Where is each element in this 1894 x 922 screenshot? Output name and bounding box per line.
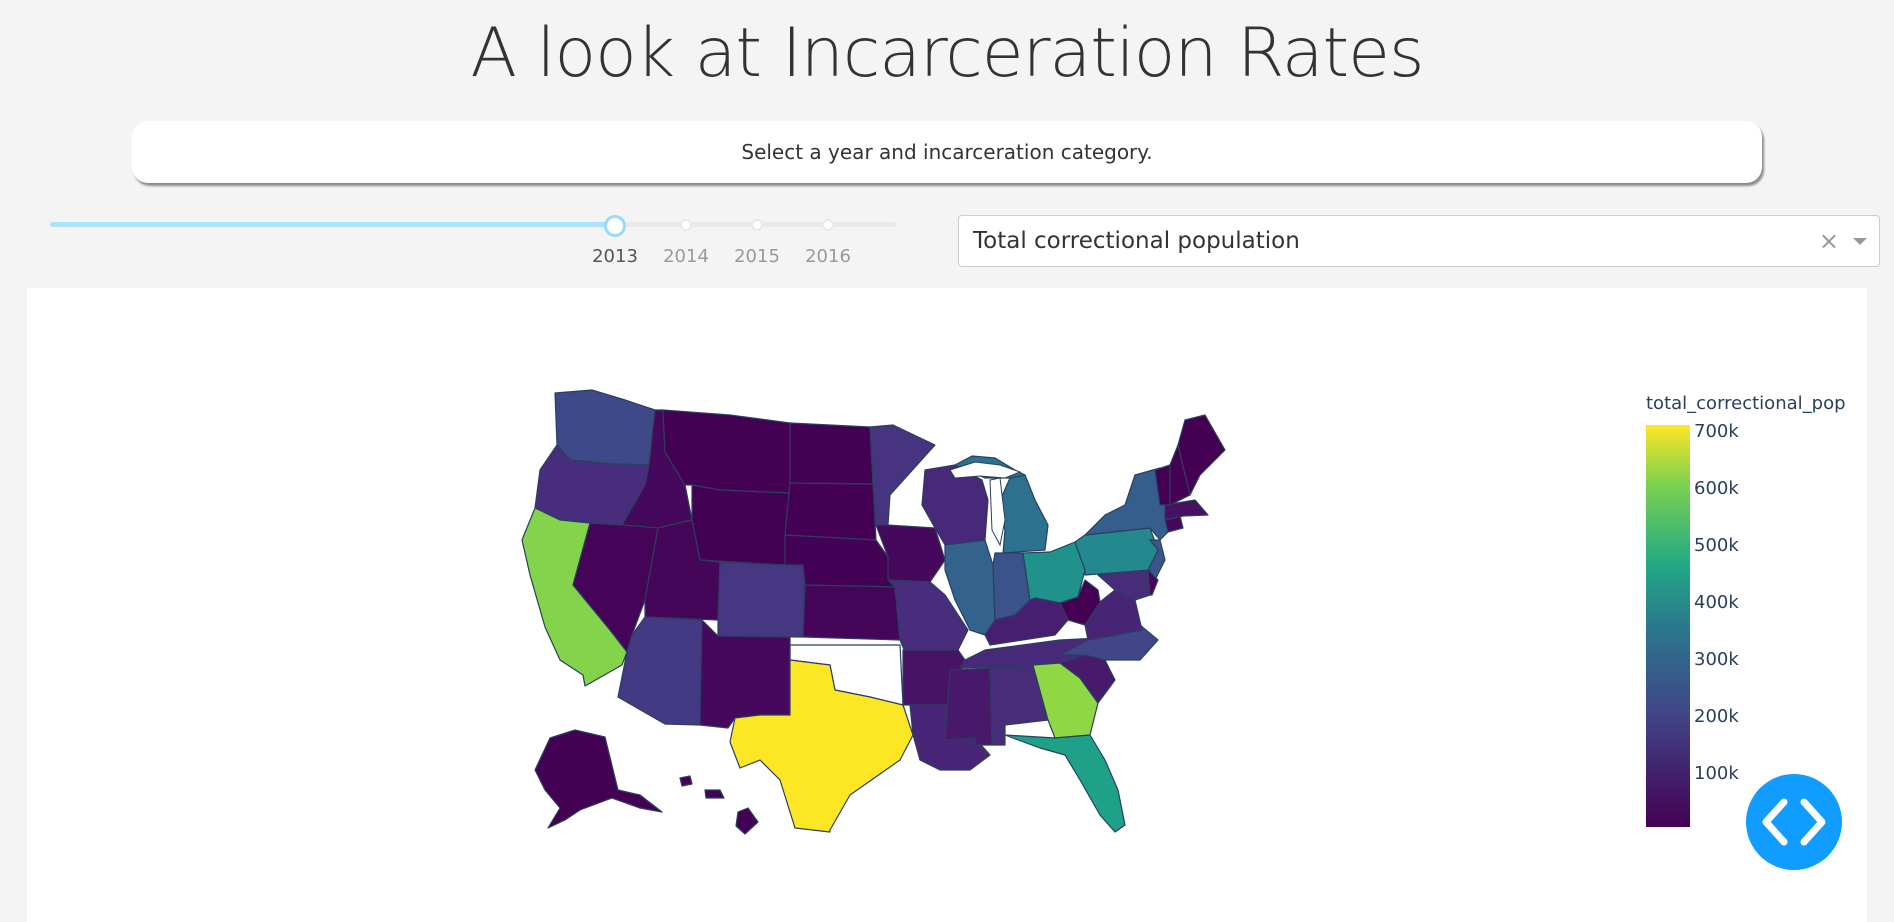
colorbar-tick: 700k — [1694, 421, 1739, 442]
slider-mark-2014[interactable]: 2014 — [663, 246, 709, 267]
slider-mark-2016[interactable]: 2016 — [805, 246, 851, 267]
state-hawaii-islands[interactable] — [704, 789, 725, 799]
chevron-down-icon[interactable] — [1853, 238, 1867, 245]
slider-track[interactable] — [50, 222, 614, 227]
code-icon — [1762, 798, 1826, 846]
slider-mark-2015[interactable]: 2015 — [734, 246, 780, 267]
state-florida[interactable] — [1004, 734, 1126, 833]
state-massachusetts[interactable] — [1164, 499, 1209, 521]
colorbar-tick: 500k — [1694, 535, 1739, 556]
lake-superior — [949, 461, 1022, 479]
slider-mark-2013[interactable]: 2013 — [592, 246, 638, 267]
debug-menu-button[interactable] — [1746, 774, 1842, 870]
state-hawaii-islands[interactable] — [679, 775, 693, 787]
page-title: A look at Incarceration Rates — [470, 14, 1425, 93]
state-alaska[interactable] — [534, 729, 663, 829]
dropdown-value: Total correctional population — [973, 228, 1300, 254]
state-hawaii[interactable] — [735, 807, 759, 835]
colorbar-tick: 100k — [1694, 763, 1739, 784]
state-colorado[interactable] — [717, 561, 806, 638]
colorbar-tick: 400k — [1694, 592, 1739, 613]
state-wyoming[interactable] — [691, 484, 791, 566]
colorbar-title: total_correctional_pop — [1646, 393, 1846, 414]
state-texas[interactable] — [729, 644, 914, 833]
year-slider[interactable]: 2013 2014 2015 2016 — [40, 210, 910, 270]
category-dropdown[interactable]: Total correctional population × — [958, 215, 1880, 267]
state-north-dakota[interactable] — [789, 422, 874, 485]
instruction-banner: Select a year and incarceration category… — [132, 121, 1762, 183]
state-kansas[interactable] — [802, 584, 901, 641]
state-delaware[interactable] — [1147, 569, 1159, 596]
state-kentucky[interactable] — [984, 597, 1069, 646]
slider-handle[interactable] — [604, 215, 626, 237]
colorbar-tick: 300k — [1694, 649, 1739, 670]
state-south-dakota[interactable] — [784, 482, 877, 541]
state-west-virginia[interactable] — [1059, 579, 1101, 626]
instruction-text: Select a year and incarceration category… — [741, 140, 1153, 164]
colorbar-tick: 200k — [1694, 706, 1739, 727]
slider-dot-2014[interactable] — [680, 219, 692, 231]
colorbar — [1646, 425, 1690, 827]
state-washington[interactable] — [554, 389, 656, 466]
state-mississippi[interactable] — [944, 667, 993, 746]
state-michigan[interactable] — [997, 474, 1049, 554]
lake-michigan — [989, 477, 1006, 547]
slider-dot-2015[interactable] — [751, 219, 763, 231]
slider-dot-2016[interactable] — [822, 219, 834, 231]
state-maryland[interactable] — [1097, 569, 1151, 601]
state-minnesota[interactable] — [869, 424, 936, 526]
colorbar-tick: 600k — [1694, 478, 1739, 499]
state-montana[interactable] — [662, 409, 791, 494]
state-iowa[interactable] — [875, 524, 946, 583]
state-maine[interactable] — [1177, 414, 1226, 496]
clear-icon[interactable]: × — [1818, 227, 1839, 255]
